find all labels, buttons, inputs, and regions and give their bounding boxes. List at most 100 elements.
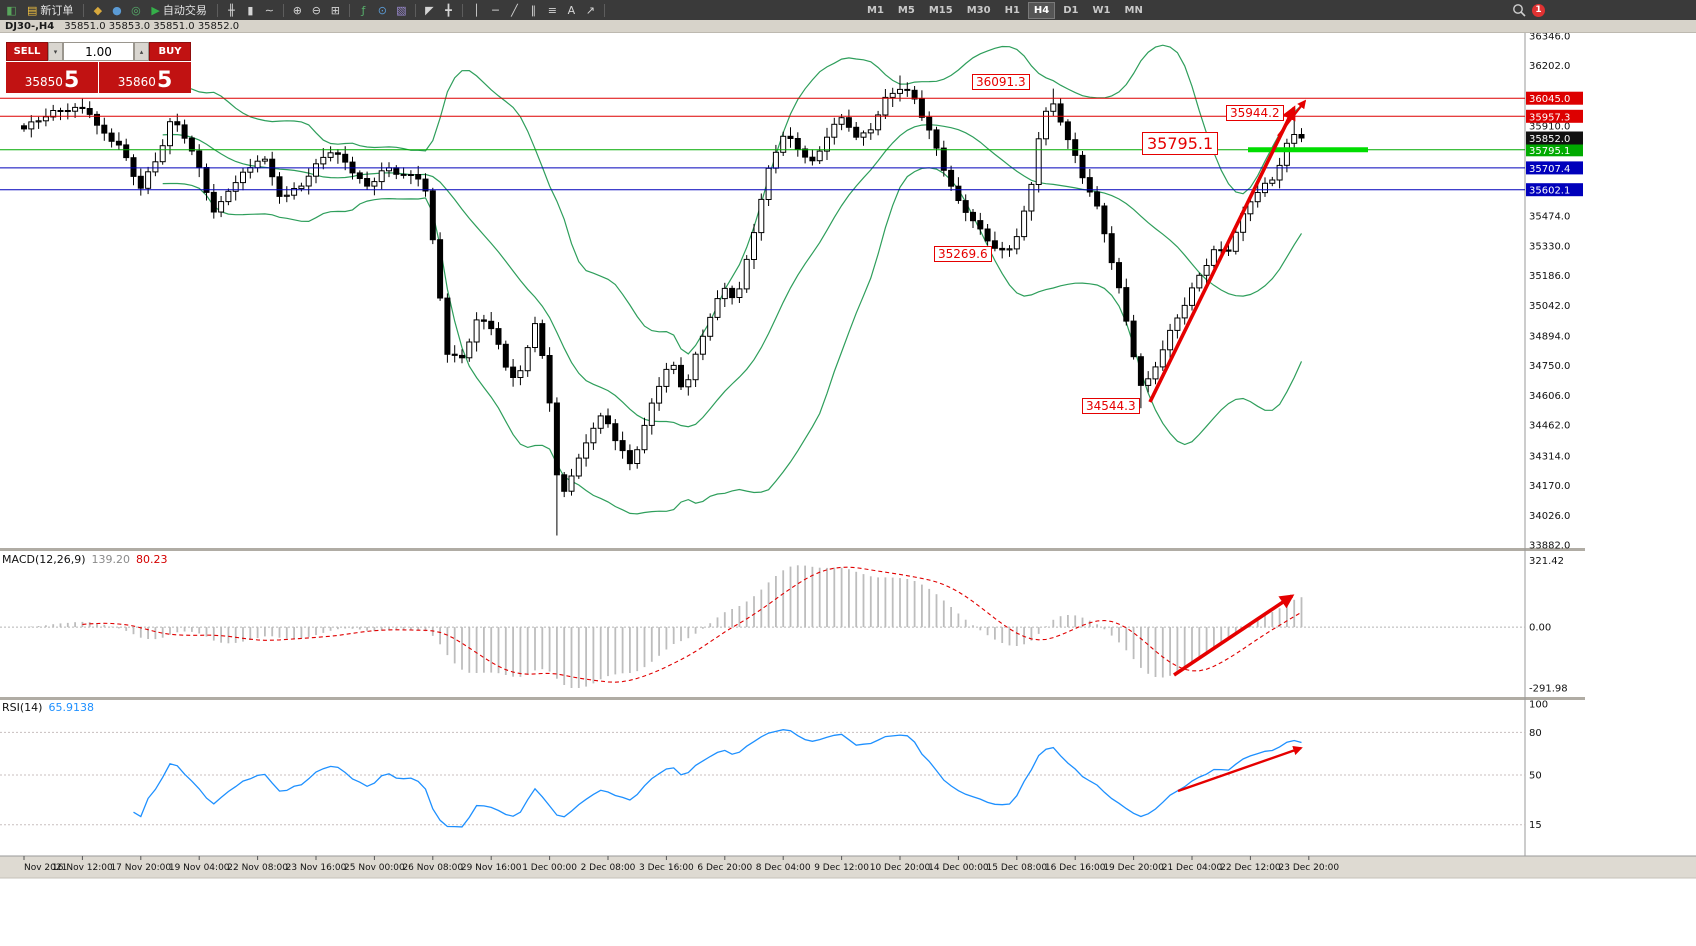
price-callout[interactable]: 35795.1	[1142, 132, 1219, 155]
volume-decrease-button[interactable]: ▾	[48, 42, 63, 61]
timeframe-h4[interactable]: H4	[1027, 1, 1056, 19]
bar-chart-icon: ╫	[228, 3, 235, 17]
data-window-icon[interactable]: ◎	[127, 2, 144, 18]
app-window-icon[interactable]: ◧	[3, 2, 20, 18]
timeframe-d1[interactable]: D1	[1057, 2, 1084, 19]
price-callout[interactable]: 36091.3	[972, 74, 1030, 90]
app-window-icon: ◧	[6, 3, 17, 17]
price-callout[interactable]: 35944.2	[1226, 105, 1284, 121]
buy-button[interactable]: BUY	[149, 42, 191, 61]
svg-text:80: 80	[1529, 728, 1542, 739]
crosshair-icon[interactable]: ╋	[440, 2, 457, 18]
timeframe-m1[interactable]: M1	[861, 2, 890, 19]
arrows-icon: ↗	[585, 3, 595, 17]
candlesticks	[21, 75, 1305, 536]
favorites-icon[interactable]: ◆	[89, 2, 106, 18]
zoom-out-icon[interactable]: ⊖	[308, 2, 325, 18]
macd-label: MACD(12,26,9) 139.20 80.23	[2, 553, 168, 566]
timeframe-h1[interactable]: H1	[999, 2, 1026, 19]
svg-text:35852.0: 35852.0	[1529, 134, 1570, 145]
vertical-line-icon: │	[473, 3, 480, 17]
price-tag: 35852.0	[1526, 131, 1583, 145]
favorites-icon: ◆	[93, 3, 103, 17]
candlestick-chart-icon: ▮	[247, 3, 254, 17]
svg-text:14 Dec 00:00: 14 Dec 00:00	[928, 863, 989, 873]
volume-input[interactable]	[63, 42, 134, 61]
price-axis[interactable]: 36346.0 36202.0 35910.0 35474.0 35330.0 35186…	[1529, 32, 1570, 552]
sell-button[interactable]: SELL	[6, 42, 48, 61]
macd-signal-value: 80.23	[136, 553, 168, 566]
svg-text:100: 100	[1529, 700, 1548, 711]
svg-text:3 Dec 16:00: 3 Dec 16:00	[639, 863, 694, 873]
new-order-icon: ▤	[27, 3, 38, 17]
autotrading-button-label: 自动交易	[162, 4, 207, 17]
svg-text:33882.0: 33882.0	[1529, 541, 1570, 552]
volume-increase-button[interactable]: ▴	[134, 42, 149, 61]
panel-splitter-1[interactable]	[0, 548, 1585, 551]
price-callout[interactable]: 34544.3	[1082, 398, 1140, 414]
svg-text:8 Dec 04:00: 8 Dec 04:00	[756, 863, 811, 873]
timeframe-m5[interactable]: M5	[892, 2, 921, 19]
sell-price-main: 35850	[24, 75, 63, 89]
price-callout[interactable]: 35269.6	[934, 246, 992, 262]
timeframe-w1[interactable]: W1	[1087, 2, 1117, 19]
trendline-icon[interactable]: ╱	[506, 2, 523, 18]
rsi-label: RSI(14) 65.9138	[2, 701, 94, 714]
new-order-button[interactable]: ▤ 新订单	[22, 1, 78, 19]
notification-badge[interactable]: 1	[1532, 3, 1545, 17]
svg-text:21 Dec 04:00: 21 Dec 04:00	[1162, 863, 1223, 873]
zoom-in-icon[interactable]: ⊕	[289, 2, 306, 18]
horizontal-line-icon[interactable]: ─	[487, 2, 504, 18]
svg-text:17 Nov 20:00: 17 Nov 20:00	[110, 863, 171, 873]
panel-splitter-2[interactable]	[0, 697, 1585, 700]
search-icon[interactable]	[1512, 3, 1526, 17]
bar-chart-icon[interactable]: ╫	[223, 2, 240, 18]
svg-text:35795.1: 35795.1	[1529, 146, 1570, 157]
svg-text:35957.3: 35957.3	[1529, 112, 1570, 123]
market-watch-icon[interactable]: ●	[108, 2, 125, 18]
timeframe-m30[interactable]: M30	[961, 2, 997, 19]
cursor-icon: ◤	[425, 3, 434, 17]
sell-price[interactable]: 35850 5	[6, 62, 98, 93]
cursor-icon[interactable]: ◤	[421, 2, 438, 18]
svg-text:35910.0: 35910.0	[1529, 122, 1570, 133]
fibonacci-icon[interactable]: ≡	[544, 2, 561, 18]
autotrading-button[interactable]: ▶ 自动交易	[146, 1, 211, 19]
svg-text:35602.1: 35602.1	[1529, 186, 1570, 197]
buy-price[interactable]: 35860 5	[99, 62, 191, 93]
arrows-icon[interactable]: ↗	[582, 2, 599, 18]
svg-text:34750.0: 34750.0	[1529, 361, 1570, 372]
tile-windows-icon: ⊞	[330, 3, 340, 17]
line-chart-icon[interactable]: ∼	[261, 2, 278, 18]
data-window-icon: ◎	[131, 3, 141, 17]
trend-arrow	[1148, 105, 1296, 403]
text-icon[interactable]: A	[563, 2, 580, 18]
svg-text:9 Dec 12:00: 9 Dec 12:00	[814, 863, 869, 873]
macd-name: MACD(12,26,9)	[2, 553, 86, 566]
toolbar-separator	[216, 3, 218, 17]
timeframe-m15[interactable]: M15	[923, 2, 959, 19]
svg-text:34462.0: 34462.0	[1529, 421, 1570, 432]
candlestick-chart-icon[interactable]: ▮	[242, 2, 259, 18]
svg-text:25 Nov 00:00: 25 Nov 00:00	[344, 863, 405, 873]
text-icon: A	[567, 3, 576, 17]
vertical-line-icon[interactable]: │	[468, 2, 485, 18]
price-tag: 35602.1	[1526, 183, 1583, 197]
tile-windows-icon[interactable]: ⊞	[327, 2, 344, 18]
templates-icon[interactable]: ▧	[393, 2, 410, 18]
timeframe-mn[interactable]: MN	[1119, 2, 1149, 19]
indicators-icon[interactable]: ƒ	[355, 2, 372, 18]
macd-panel: 321.42 0.00 -291.98	[0, 556, 1568, 695]
svg-text:19 Nov 04:00: 19 Nov 04:00	[169, 863, 230, 873]
macd-main-value: 139.20	[91, 553, 131, 566]
svg-text:35042.0: 35042.0	[1529, 301, 1570, 312]
svg-text:29 Nov 16:00: 29 Nov 16:00	[461, 863, 522, 873]
rsi-value: 65.9138	[48, 701, 94, 714]
trendline-icon: ╱	[511, 3, 518, 17]
channel-icon[interactable]: ∥	[525, 2, 542, 18]
period-icon[interactable]: ⊙	[374, 2, 391, 18]
trend-arrows[interactable]	[1148, 99, 1307, 793]
price-tag: 35707.4	[1526, 161, 1583, 175]
